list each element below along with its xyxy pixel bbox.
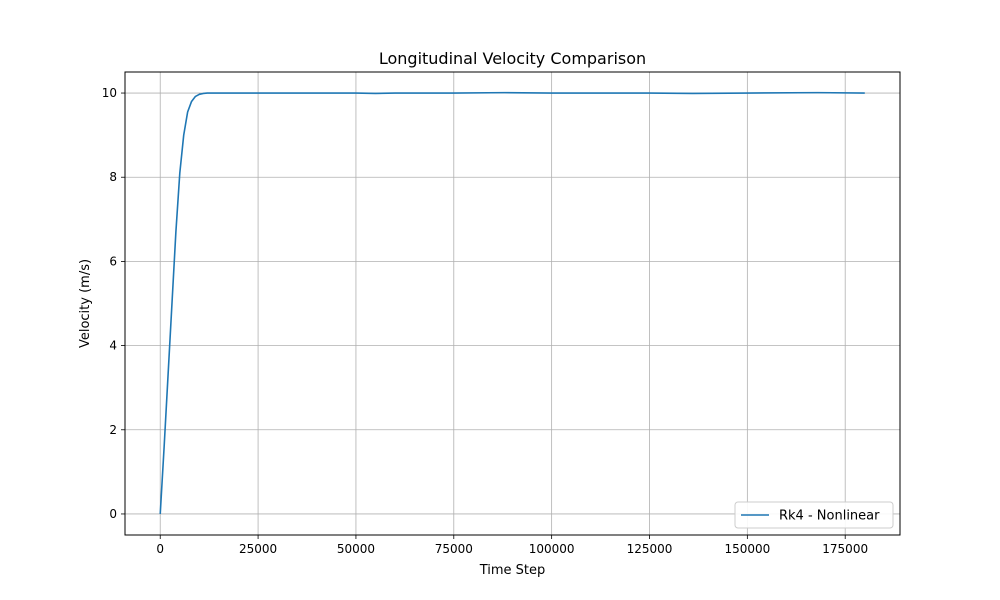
x-tick-label: 25000 (239, 542, 277, 556)
x-tick-label: 0 (156, 542, 164, 556)
series-layer (159, 91, 865, 514)
x-tick-label: 125000 (627, 542, 673, 556)
y-tick-label: 4 (109, 339, 117, 353)
x-axis-label: Time Step (479, 563, 546, 578)
ticks: 0 25000 50000 75000 100000 125000 150000 175000… (102, 86, 868, 556)
legend-label-rk4-nonlinear: Rk4 - Nonlinear (779, 509, 880, 524)
plot-frame (124, 71, 901, 536)
y-tick-label: 2 (109, 423, 117, 437)
x-tick-label: 150000 (724, 542, 770, 556)
series-line-rk4-nonlinear (159, 91, 865, 514)
legend: Rk4 - Nonlinear (734, 501, 894, 529)
x-tick-label: 50000 (337, 542, 375, 556)
y-tick-label: 8 (109, 170, 117, 184)
x-tick-label: 75000 (435, 542, 473, 556)
y-tick-label: 0 (109, 507, 117, 521)
y-tick-label: 6 (109, 254, 117, 268)
x-tick-label: 100000 (529, 542, 575, 556)
y-axis-label: Velocity (m/s) (78, 259, 93, 348)
chart-title: Longitudinal Velocity Comparison (379, 49, 646, 68)
x-tick-label: 175000 (822, 542, 868, 556)
y-tick-label: 10 (102, 86, 117, 100)
legend-box (734, 501, 894, 529)
